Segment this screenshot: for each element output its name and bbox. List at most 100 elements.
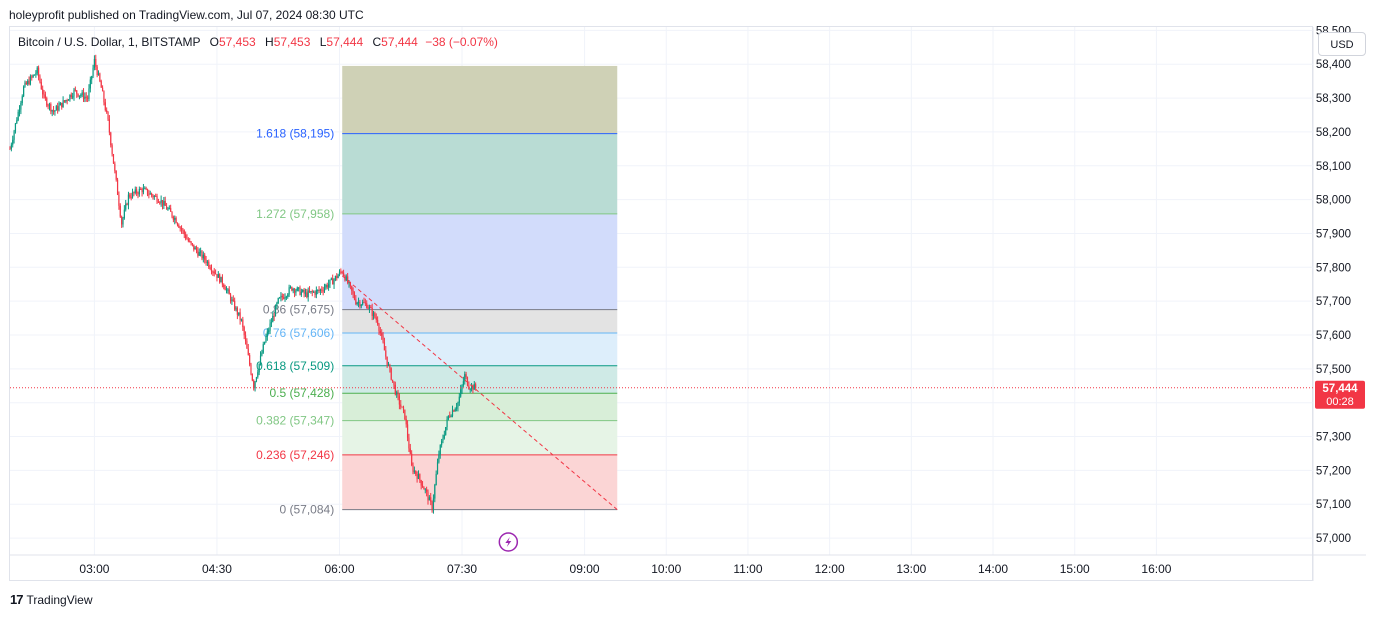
- last-price-value: 57,444: [1322, 383, 1358, 395]
- candle-body: [130, 197, 132, 199]
- candle-body: [340, 271, 342, 273]
- candle-body: [165, 205, 168, 210]
- candle-body: [191, 243, 194, 245]
- candle-body: [308, 290, 311, 293]
- candle-body: [391, 379, 394, 382]
- candle-body: [362, 302, 364, 305]
- candle-body: [101, 87, 104, 92]
- candle-body: [104, 102, 106, 111]
- candle-body: [386, 356, 388, 366]
- candle-body: [336, 276, 338, 279]
- candle-body: [352, 290, 354, 294]
- currency-button[interactable]: USD: [1318, 32, 1366, 56]
- candle-body: [31, 76, 33, 78]
- candle-body: [330, 278, 332, 280]
- candle-body: [179, 227, 181, 229]
- candle-body: [473, 384, 475, 390]
- candle-body: [210, 269, 213, 272]
- candle-body: [39, 76, 41, 83]
- candle-body: [250, 364, 252, 375]
- candle-body: [161, 200, 164, 206]
- candle-body: [281, 295, 283, 298]
- fib-level-label: 0.76 (57,606): [263, 326, 334, 340]
- candle-body: [404, 409, 406, 420]
- candle-body: [254, 381, 256, 389]
- candle-body: [133, 192, 135, 194]
- price-tick-label: 57,000: [1316, 533, 1351, 545]
- candle-body: [273, 315, 275, 317]
- candle-body: [453, 410, 455, 412]
- candle-body: [398, 396, 401, 405]
- candle-body: [457, 402, 459, 407]
- candle-body: [111, 145, 113, 155]
- candle-body: [189, 241, 191, 243]
- candle-body: [140, 189, 142, 191]
- candle-body: [455, 406, 458, 409]
- candle-body: [306, 292, 308, 298]
- candle-body: [439, 445, 441, 455]
- chart-grid: [10, 27, 1366, 581]
- time-tick-label: 13:00: [896, 562, 926, 576]
- candle-body: [29, 76, 32, 85]
- candle-body: [9, 148, 11, 150]
- candle-body: [87, 97, 89, 99]
- candle-body: [447, 415, 450, 420]
- candle-body: [239, 312, 241, 320]
- candle-body: [10, 144, 12, 149]
- candle-body: [206, 261, 209, 263]
- candle-body: [246, 341, 248, 349]
- candle-body: [381, 333, 383, 336]
- candle-body: [23, 86, 25, 97]
- candle-body: [62, 100, 64, 108]
- candle-body: [397, 392, 399, 397]
- candle-body: [413, 470, 415, 472]
- candle-body: [70, 94, 72, 98]
- candle-body: [197, 250, 199, 256]
- candle-body: [417, 474, 420, 479]
- candle-body: [359, 301, 361, 307]
- candle-body: [383, 342, 386, 351]
- candle-body: [12, 139, 14, 145]
- candle-body: [78, 95, 81, 97]
- candle-body: [185, 234, 187, 239]
- candle-body: [28, 80, 30, 85]
- candle-body: [375, 317, 377, 320]
- candle-body: [288, 287, 290, 295]
- candle-body: [424, 489, 426, 491]
- candle-body: [378, 324, 380, 331]
- candle-body: [461, 385, 463, 390]
- candle-body: [304, 292, 307, 294]
- candle-body: [142, 188, 145, 193]
- candle-body: [266, 331, 268, 337]
- price-tick-label: 57,100: [1316, 499, 1351, 511]
- candle-body: [202, 254, 204, 259]
- candle-body: [411, 453, 413, 466]
- candle-body: [21, 96, 23, 103]
- candle-body: [213, 271, 215, 274]
- fib-level-label: 1.272 (57,958): [256, 207, 334, 221]
- time-scale: 03:00 04:30 06:00 07:30 09:00 10:00 11:00 12:00…: [79, 562, 1171, 576]
- candle-body: [351, 285, 353, 291]
- candle-body: [174, 217, 176, 220]
- time-tick-label: 04:30: [202, 562, 232, 576]
- candle-body: [450, 415, 452, 417]
- candle-body: [235, 307, 237, 310]
- candle-body: [251, 374, 253, 381]
- candle-body: [103, 91, 105, 103]
- candle-body: [163, 201, 165, 206]
- candle-body: [409, 448, 411, 454]
- candles: [9, 54, 477, 514]
- candle-body: [209, 267, 211, 270]
- lightning-bolt-shape: [505, 537, 512, 547]
- candle-body: [205, 259, 207, 263]
- candle-body: [172, 216, 174, 220]
- candle-body: [370, 307, 372, 309]
- candle-body: [328, 284, 330, 288]
- price-tick-label: 58,200: [1316, 127, 1351, 139]
- candle-body: [261, 352, 263, 356]
- candle-body: [421, 485, 424, 488]
- candle-body: [136, 189, 138, 194]
- candle-body: [382, 335, 384, 343]
- candle-body: [50, 104, 52, 112]
